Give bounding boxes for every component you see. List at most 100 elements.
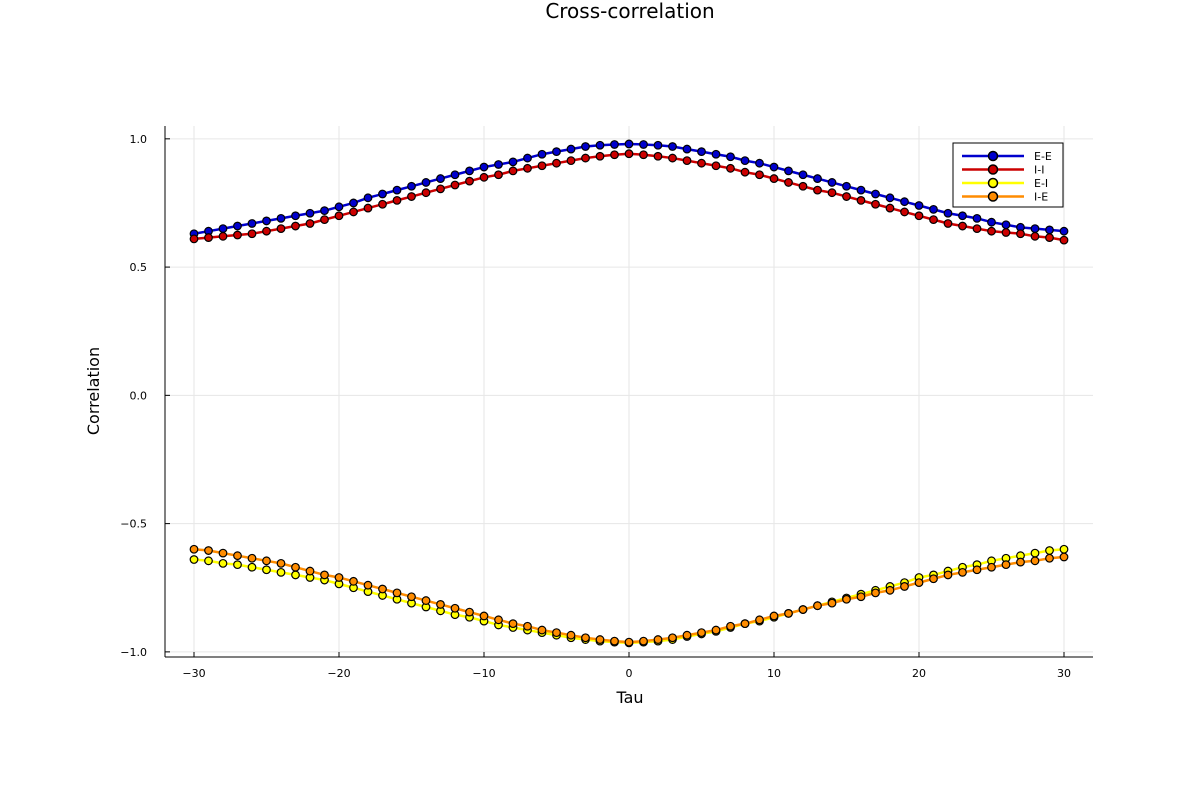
data-point bbox=[392, 588, 402, 598]
data-point bbox=[755, 158, 764, 168]
data-point bbox=[972, 565, 982, 575]
data-point bbox=[958, 221, 967, 231]
data-point bbox=[566, 630, 576, 640]
data-point bbox=[349, 198, 358, 208]
legend: E-EI-IE-II-E bbox=[952, 142, 1064, 208]
data-point bbox=[813, 174, 822, 183]
data-point bbox=[1016, 557, 1025, 567]
legend-label: I-E bbox=[1034, 191, 1048, 204]
data-point bbox=[668, 142, 677, 151]
legend-label: E-E bbox=[1034, 150, 1052, 163]
data-point bbox=[218, 224, 228, 234]
data-point bbox=[711, 625, 721, 635]
data-point bbox=[958, 567, 967, 577]
data-point bbox=[595, 635, 605, 644]
data-point bbox=[1016, 229, 1025, 239]
data-point bbox=[349, 576, 358, 586]
legend-marker bbox=[987, 164, 999, 175]
data-point bbox=[784, 608, 793, 618]
series-e-e bbox=[189, 139, 1069, 239]
x-axis-label: Tau bbox=[615, 688, 643, 707]
data-point bbox=[813, 601, 822, 611]
data-point bbox=[262, 565, 271, 575]
data-point bbox=[726, 621, 735, 631]
series-i-e bbox=[189, 544, 1069, 647]
data-point bbox=[624, 139, 634, 149]
data-point bbox=[291, 211, 300, 221]
data-point bbox=[1045, 546, 1054, 555]
data-point bbox=[769, 162, 779, 172]
data-point bbox=[784, 166, 793, 176]
data-point bbox=[987, 562, 996, 572]
data-point bbox=[885, 203, 895, 213]
data-point bbox=[856, 592, 866, 602]
data-point bbox=[276, 558, 286, 568]
data-point bbox=[421, 178, 431, 187]
data-point bbox=[552, 628, 561, 638]
data-point bbox=[1045, 225, 1054, 235]
data-point bbox=[566, 144, 576, 154]
y-tick-label: 1.0 bbox=[130, 133, 148, 146]
data-point bbox=[204, 546, 213, 555]
data-point bbox=[827, 598, 837, 608]
data-point bbox=[726, 152, 735, 162]
data-point bbox=[465, 166, 474, 176]
data-point bbox=[204, 233, 213, 242]
data-point bbox=[1001, 560, 1011, 570]
data-point bbox=[871, 189, 880, 199]
data-point bbox=[914, 201, 924, 210]
legend-label: I-I bbox=[1034, 164, 1044, 177]
data-point bbox=[987, 226, 996, 236]
data-point bbox=[740, 156, 750, 166]
data-point bbox=[827, 178, 837, 187]
data-point bbox=[291, 562, 300, 572]
data-point bbox=[885, 193, 895, 203]
data-point bbox=[769, 611, 779, 621]
data-point bbox=[233, 560, 242, 570]
data-point bbox=[378, 584, 387, 594]
x-tick-label: 10 bbox=[767, 667, 781, 680]
y-tick-label: 0.0 bbox=[130, 389, 148, 402]
data-point bbox=[305, 566, 315, 576]
data-point bbox=[740, 619, 750, 629]
data-point bbox=[595, 140, 605, 150]
data-point bbox=[218, 558, 228, 568]
data-point bbox=[378, 189, 387, 199]
data-point bbox=[262, 226, 271, 236]
data-point bbox=[189, 544, 199, 554]
data-point bbox=[682, 156, 692, 166]
data-point bbox=[494, 170, 503, 180]
data-point bbox=[407, 192, 416, 201]
data-point bbox=[436, 184, 445, 194]
data-point bbox=[668, 153, 677, 163]
data-point bbox=[450, 170, 460, 180]
chart-title: Cross-correlation bbox=[545, 0, 714, 23]
data-point bbox=[610, 140, 619, 149]
data-point bbox=[726, 163, 735, 173]
data-point bbox=[871, 199, 880, 209]
data-point bbox=[508, 157, 518, 167]
data-point bbox=[769, 174, 779, 183]
data-point bbox=[755, 615, 764, 625]
data-point bbox=[1059, 235, 1069, 245]
data-point bbox=[827, 188, 837, 198]
data-point bbox=[218, 231, 228, 241]
data-point bbox=[537, 625, 547, 635]
data-point bbox=[610, 636, 619, 646]
x-tick-label: 0 bbox=[626, 667, 633, 680]
data-point bbox=[479, 162, 489, 172]
data-point bbox=[262, 556, 271, 566]
data-point bbox=[581, 153, 590, 163]
data-point bbox=[508, 166, 518, 176]
data-point bbox=[378, 199, 387, 209]
data-point bbox=[450, 180, 460, 190]
data-point bbox=[552, 158, 561, 168]
data-point bbox=[262, 216, 271, 226]
data-point bbox=[914, 211, 924, 221]
data-point bbox=[465, 607, 474, 617]
data-point bbox=[1059, 544, 1069, 554]
data-point bbox=[1030, 556, 1040, 566]
x-tick-label: −20 bbox=[327, 667, 350, 680]
legend-marker bbox=[987, 177, 999, 189]
data-point bbox=[1030, 548, 1040, 558]
